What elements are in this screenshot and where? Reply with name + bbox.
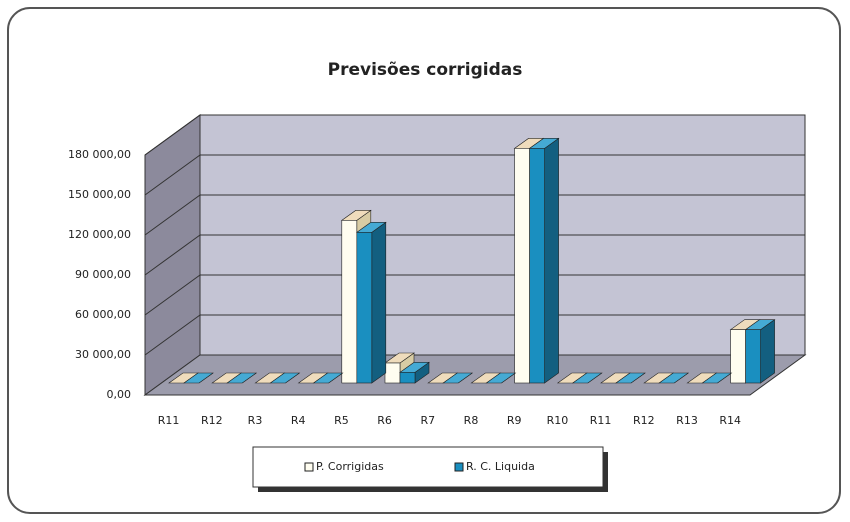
bar	[341, 220, 358, 384]
y-tick-label: 0,00	[107, 388, 132, 401]
grid-line	[144, 314, 201, 356]
x-tick-label: R6	[377, 414, 392, 427]
legend-swatch	[454, 462, 464, 472]
grid-line	[144, 194, 201, 236]
x-tick-label: R5	[334, 414, 349, 427]
legend-swatch	[304, 462, 314, 472]
bar-top	[183, 372, 214, 384]
x-tick-label: R7	[420, 414, 435, 427]
bar-top	[571, 372, 603, 384]
y-tick-label: 120 000,00	[68, 228, 131, 241]
bar-top	[226, 372, 258, 384]
y-tick-label: 90 000,00	[75, 268, 131, 281]
y-tick-label: 150 000,00	[68, 188, 131, 201]
x-tick-label: R8	[464, 414, 479, 427]
bar	[384, 362, 401, 384]
x-tick-label: R13	[676, 414, 698, 427]
x-tick-label: R11	[158, 414, 180, 427]
bar-top	[658, 372, 690, 384]
bar-side	[760, 319, 775, 384]
y-tick-label: 30 000,00	[75, 348, 131, 361]
bar-top	[615, 372, 646, 384]
x-tick-label: R12	[201, 414, 223, 427]
y-tick-label: 60 000,00	[75, 308, 131, 321]
bar	[399, 372, 416, 384]
chart-title: Previsões corrigidas	[328, 60, 523, 80]
bar	[730, 329, 746, 384]
bar	[356, 232, 373, 384]
grid-line	[144, 274, 201, 316]
bar-top	[701, 372, 733, 384]
bar-top	[442, 372, 474, 384]
bar	[745, 329, 761, 384]
grid-line	[144, 114, 201, 156]
legend-label: P. Corrigidas	[316, 460, 384, 473]
x-tick-label: R4	[291, 414, 306, 427]
x-tick-label: R3	[248, 414, 263, 427]
bar-side	[371, 221, 387, 384]
bar-top	[312, 372, 344, 384]
x-tick-label: R10	[547, 414, 569, 427]
bar	[514, 148, 530, 384]
bar-side	[544, 137, 559, 384]
y-tick-label: 180 000,00	[68, 148, 131, 161]
x-tick-label: R12	[633, 414, 655, 427]
grid-line	[144, 154, 201, 196]
bar-top	[485, 372, 517, 384]
bar-top	[269, 372, 301, 384]
floor	[143, 354, 807, 396]
x-tick-label: R9	[507, 414, 522, 427]
x-tick-label: R11	[590, 414, 612, 427]
x-tick-label: R14	[719, 414, 741, 427]
legend-label: R. C. Liquida	[466, 460, 535, 473]
grid-line	[144, 234, 201, 276]
bar	[529, 148, 545, 384]
